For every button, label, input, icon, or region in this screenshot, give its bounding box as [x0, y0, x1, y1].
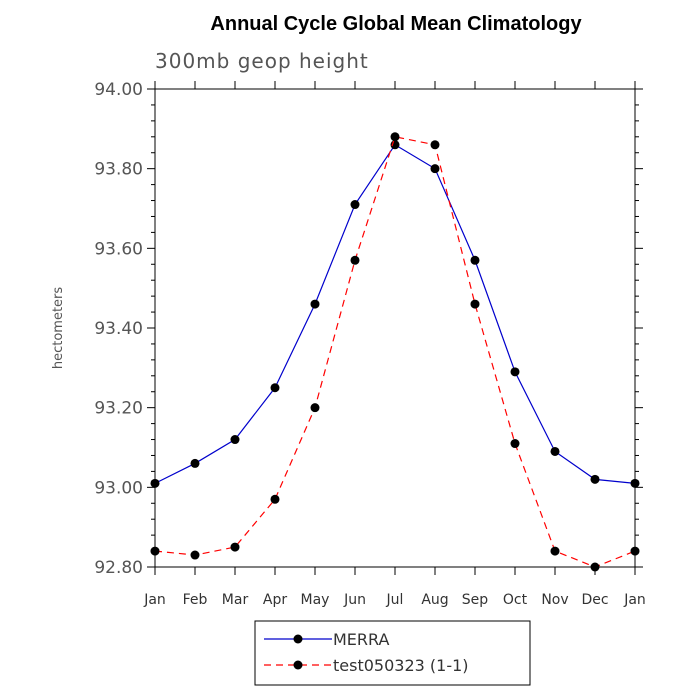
- data-point: [430, 164, 440, 174]
- series-1: [150, 132, 640, 572]
- x-tick-label: Jan: [143, 592, 166, 608]
- data-point: [350, 200, 360, 210]
- chart-title: Annual Cycle Global Mean Climatology: [210, 13, 582, 35]
- data-point: [550, 546, 560, 556]
- x-tick-label: Aug: [421, 592, 448, 608]
- x-tick-label: Mar: [222, 592, 249, 608]
- data-point: [150, 478, 160, 488]
- data-point: [630, 478, 640, 488]
- y-axis-label: hectometers: [51, 287, 66, 370]
- x-tick-label: Nov: [541, 592, 568, 608]
- data-point: [190, 458, 200, 468]
- data-point: [470, 299, 480, 309]
- legend-label: MERRA: [333, 630, 390, 649]
- x-tick-label: Oct: [503, 592, 528, 608]
- x-tick-label: Feb: [183, 592, 208, 608]
- y-tick-label: 92.80: [94, 558, 143, 578]
- legend-entry-0: MERRA: [264, 630, 390, 649]
- data-point: [390, 132, 400, 142]
- plot-frame: [154, 88, 636, 568]
- legend: MERRA test050323 (1-1): [254, 620, 531, 686]
- y-tick-label: 93.40: [94, 319, 143, 339]
- data-point: [350, 255, 360, 265]
- data-point: [630, 546, 640, 556]
- y-tick-label: 93.00: [94, 478, 143, 498]
- x-tick-label: Dec: [581, 592, 608, 608]
- x-tick-label: Jan: [623, 592, 646, 608]
- legend-entry-1: test050323 (1-1): [264, 656, 469, 675]
- series-0: [150, 140, 640, 488]
- y-tick-label: 93.20: [94, 399, 143, 419]
- data-point: [310, 403, 320, 413]
- x-tick-label: May: [301, 592, 330, 608]
- x-tick-label: Jun: [343, 592, 366, 608]
- x-tick-label: Jul: [386, 592, 404, 608]
- series-line: [154, 136, 636, 568]
- data-point: [270, 494, 280, 504]
- series-line: [154, 143, 636, 484]
- data-point: [230, 542, 240, 552]
- data-point: [510, 439, 520, 449]
- data-point: [590, 474, 600, 484]
- axis-ticks: 92.80 93.00 93.20 93.40 93.60 93.80 94.00 Jan Fe…: [94, 80, 645, 608]
- data-point: [590, 562, 600, 572]
- data-point: [510, 367, 520, 377]
- data-point: [270, 383, 280, 393]
- legend-box: [254, 620, 531, 686]
- y-tick-label: 93.80: [94, 160, 143, 180]
- data-point: [190, 550, 200, 560]
- legend-label: test050323 (1-1): [333, 656, 469, 675]
- y-tick-label: 94.00: [94, 80, 143, 100]
- data-point: [550, 446, 560, 456]
- data-point: [470, 255, 480, 265]
- data-point: [150, 546, 160, 556]
- x-tick-label: Apr: [263, 592, 287, 608]
- y-tick-label: 93.60: [94, 239, 143, 259]
- legend-marker: [293, 660, 303, 670]
- x-tick-label: Sep: [462, 592, 489, 608]
- legend-marker: [293, 634, 303, 644]
- chart-subtitle: 300mb geop height: [155, 49, 369, 73]
- series-layer: [150, 132, 640, 572]
- data-point: [230, 435, 240, 445]
- data-point: [310, 299, 320, 309]
- data-point: [430, 140, 440, 150]
